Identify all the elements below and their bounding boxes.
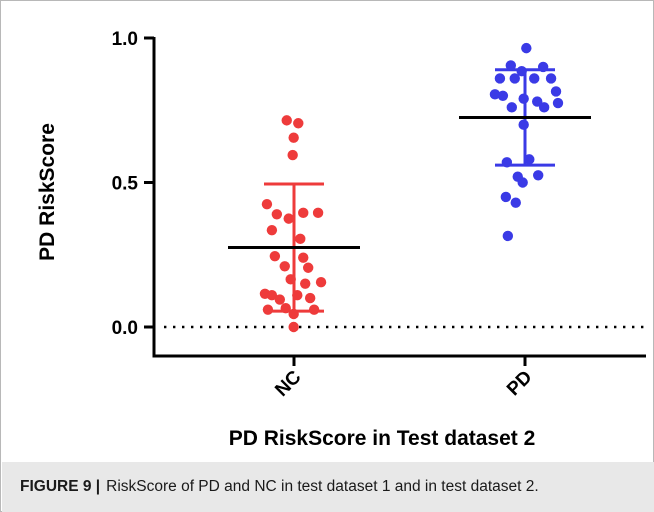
- nc-data-point: [266, 290, 278, 301]
- nc-data-point: [279, 261, 290, 272]
- y-axis-label: PD RiskScore: [36, 123, 59, 261]
- nc-data-point: [300, 278, 311, 289]
- pd-data-point: [489, 89, 501, 100]
- nc-data-point: [295, 233, 306, 245]
- pd-data-point: [497, 90, 509, 102]
- nc-data-point: [271, 209, 283, 220]
- y-tick-label: 1.0: [112, 29, 138, 50]
- pd-data-point: [505, 60, 517, 71]
- pd-data-point: [524, 154, 535, 165]
- nc-data-point: [281, 115, 292, 126]
- nc-data-point: [269, 250, 281, 262]
- pd-data-point: [494, 73, 506, 84]
- pd-data-point: [538, 102, 550, 113]
- nc-data-point: [308, 304, 320, 315]
- y-tick-label: 0.0: [112, 318, 138, 339]
- pd-data-point: [518, 119, 529, 130]
- caption-label: FIGURE 9 |: [20, 478, 101, 495]
- pd-data-point: [532, 96, 543, 107]
- nc-data-point: [280, 303, 291, 314]
- nc-data-point: [287, 149, 298, 161]
- pd-data-point: [518, 93, 529, 104]
- x-axis-label: PD RiskScore in Test dataset 2: [229, 427, 536, 450]
- nc-data-point: [302, 262, 314, 273]
- pd-data-point: [537, 61, 549, 73]
- x-tick-label-pd: PD: [503, 367, 537, 401]
- nc-data-point: [261, 198, 273, 210]
- nc-data-point: [274, 294, 286, 305]
- data-marks: [228, 42, 591, 333]
- pd-data-point: [552, 97, 564, 109]
- nc-data-point: [298, 207, 309, 219]
- plot-area: 0.0 0.5 1.0 NC PD PD RiskScore PD RiskScore …: [36, 29, 646, 450]
- pd-data-point: [509, 73, 520, 84]
- nc-data-point: [315, 277, 327, 288]
- x-tick-label-nc: NC: [271, 366, 305, 400]
- nc-data-point: [262, 304, 274, 315]
- nc-data-point: [288, 132, 299, 143]
- pd-data-point: [510, 197, 521, 208]
- y-tick-label: 0.5: [112, 174, 139, 195]
- nc-data-point: [304, 292, 316, 304]
- nc-data-point: [293, 118, 304, 129]
- nc-data-point: [292, 290, 303, 301]
- figure-caption: FIGURE 9 | RiskScore of PD and NC in tes…: [2, 462, 654, 512]
- axes: 0.0 0.5 1.0 NC PD: [112, 29, 646, 401]
- pd-data-point: [550, 86, 562, 97]
- nc-data-point: [298, 252, 309, 263]
- pd-data-point: [501, 157, 513, 168]
- caption-text: RiskScore of PD and NC in test dataset 1…: [106, 478, 539, 495]
- nc-data-point: [285, 274, 296, 285]
- pd-data-point: [516, 66, 527, 77]
- pd-data-point: [500, 191, 512, 203]
- nc-data-point: [288, 308, 299, 320]
- pd-data-point: [529, 73, 540, 84]
- pd-data-point: [533, 170, 544, 181]
- pd-data-point: [502, 230, 514, 242]
- pd-data-point: [545, 73, 557, 84]
- nc-data-point: [312, 207, 324, 219]
- pd-data-point: [517, 177, 528, 188]
- pd-data-point: [521, 42, 532, 54]
- nc-data-point: [283, 213, 294, 224]
- nc-data-point: [266, 224, 278, 236]
- nc-data-point: [288, 321, 299, 333]
- pd-data-point: [506, 102, 517, 113]
